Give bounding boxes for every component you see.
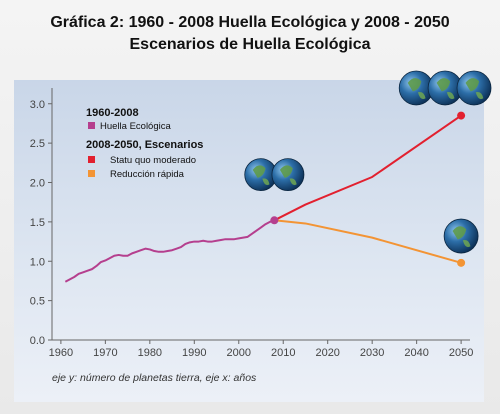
legend-label: Huella Ecológica xyxy=(100,121,171,132)
y-tick-label: 2.5 xyxy=(30,138,45,150)
x-tick-label: 2040 xyxy=(404,347,428,359)
series-line xyxy=(64,219,275,283)
x-tick-label: 1990 xyxy=(182,347,206,359)
legend-swatch xyxy=(88,170,95,177)
x-tick-label: 1960 xyxy=(49,347,73,359)
legend-label: Reducción rápida xyxy=(110,169,185,180)
plot-panel xyxy=(14,80,484,402)
globe-land xyxy=(417,91,426,100)
globe-land xyxy=(446,91,455,100)
x-tick-label: 2030 xyxy=(360,347,384,359)
globe-land xyxy=(407,78,422,92)
chart-title: Gráfica 2: 1960 - 2008 Huella Ecológica … xyxy=(0,12,500,56)
legend-swatch xyxy=(88,156,95,163)
globe-land xyxy=(279,165,293,178)
data-point-marker xyxy=(457,111,466,120)
y-tick-label: 0.5 xyxy=(30,296,45,308)
x-tick-label: 2000 xyxy=(227,347,251,359)
x-tick-label: 2020 xyxy=(315,347,339,359)
data-point-marker xyxy=(457,258,466,267)
legend-label: Statu quo moderado xyxy=(110,155,196,166)
series-line xyxy=(274,219,462,264)
title-line-2: Escenarios de Huella Ecológica xyxy=(129,36,371,53)
legend-swatch xyxy=(88,122,95,129)
legend-group-title: 1960-2008 xyxy=(86,107,139,119)
globe-land xyxy=(452,226,467,240)
y-tick-label: 2.0 xyxy=(30,178,45,190)
globe-land xyxy=(252,165,266,178)
x-tick-label: 2050 xyxy=(449,347,473,359)
x-tick-label: 2010 xyxy=(271,347,295,359)
y-tick-label: 0.0 xyxy=(30,335,45,347)
title-line-1: Gráfica 2: 1960 - 2008 Huella Ecológica … xyxy=(50,14,450,31)
globe-land xyxy=(289,178,297,186)
y-tick-label: 3.0 xyxy=(30,99,45,111)
globe-land xyxy=(436,78,451,92)
x-tick-label: 1980 xyxy=(138,347,162,359)
axis-caption: eje y: número de planetas tierra, eje x:… xyxy=(52,372,257,384)
y-tick-label: 1.0 xyxy=(30,256,45,268)
globe-land xyxy=(475,91,484,100)
series-line xyxy=(273,114,462,222)
globe-land xyxy=(465,78,480,92)
data-point-marker xyxy=(270,216,279,225)
globe-land xyxy=(462,239,471,248)
x-tick-label: 1970 xyxy=(93,347,117,359)
globe-land xyxy=(262,178,270,186)
legend-group-title: 2008-2050, Escenarios xyxy=(86,139,203,151)
y-tick-label: 1.5 xyxy=(30,217,45,229)
